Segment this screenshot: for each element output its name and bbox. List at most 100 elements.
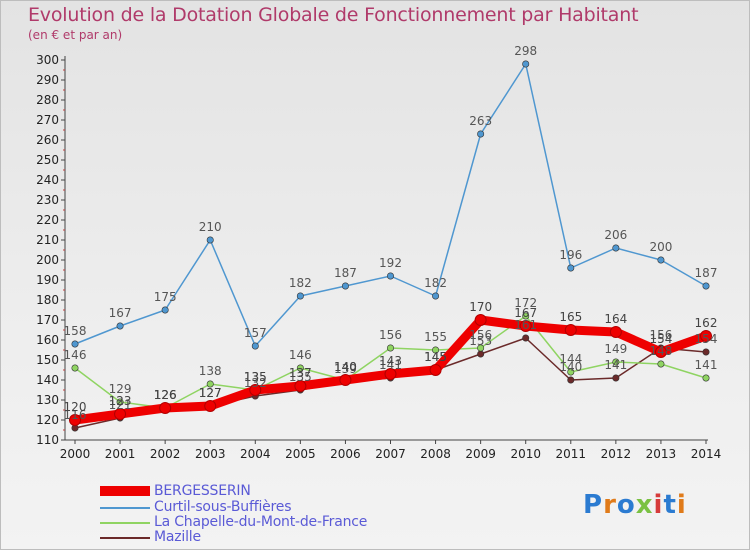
logo-letter: x (635, 490, 654, 520)
data-label: 126 (154, 388, 177, 402)
x-tick-label: 2011 (556, 447, 587, 461)
data-label: 127 (199, 386, 222, 400)
data-label: 140 (334, 360, 357, 374)
data-point (657, 360, 665, 368)
data-label: 126 (154, 388, 177, 402)
data-label: 144 (559, 352, 582, 366)
data-label: 153 (469, 334, 492, 348)
data-point (341, 282, 349, 290)
data-label: 123 (109, 394, 132, 408)
data-point (294, 380, 307, 392)
legend-swatch (100, 486, 150, 496)
data-label: 135 (244, 370, 267, 384)
y-tick-label: 140 (36, 373, 59, 387)
data-point (296, 364, 304, 372)
chart-subtitle: (en € et par an) (28, 28, 123, 42)
data-label: 143 (379, 354, 402, 368)
data-point (612, 244, 620, 252)
data-label: 154 (695, 332, 718, 346)
legend-label: La Chapelle-du-Mont-de-France (154, 514, 368, 530)
data-label: 298 (514, 44, 537, 58)
data-label: 139 (334, 362, 357, 376)
data-label: 145 (424, 350, 447, 364)
data-label: 126 (154, 388, 177, 402)
data-label: 196 (559, 248, 582, 262)
data-point (702, 282, 710, 290)
y-tick-label: 260 (36, 133, 59, 147)
data-point (522, 60, 530, 68)
data-point (339, 374, 352, 386)
y-tick-label: 300 (36, 53, 59, 67)
data-point (657, 256, 665, 264)
legend-label: Curtil-sous-Buffières (154, 499, 292, 515)
legend-swatch (100, 537, 150, 539)
data-point (386, 272, 394, 280)
data-point (114, 408, 127, 420)
legend-item-la-chapelle[interactable]: La Chapelle-du-Mont-de-France (100, 514, 420, 531)
data-label: 161 (514, 318, 537, 332)
data-point (116, 398, 124, 406)
legend-label: Mazille (154, 529, 201, 545)
x-tick-label: 2000 (60, 447, 91, 461)
data-label: 187 (334, 266, 357, 280)
legend-item-curtil[interactable]: Curtil-sous-Buffières (100, 499, 420, 516)
data-label: 146 (289, 348, 312, 362)
data-label: 172 (514, 296, 537, 310)
x-tick-label: 2012 (601, 447, 632, 461)
y-tick-label: 130 (36, 393, 59, 407)
data-label: 145 (424, 350, 447, 364)
data-label: 175 (154, 290, 177, 304)
data-label: 140 (559, 360, 582, 374)
data-point (522, 334, 530, 342)
data-label: 116 (64, 408, 87, 422)
data-label: 187 (695, 266, 718, 280)
data-point (519, 320, 532, 332)
data-label: 200 (649, 240, 672, 254)
logo-letter: i (676, 490, 687, 520)
y-tick-label: 160 (36, 333, 59, 347)
data-point (612, 358, 620, 366)
data-point (432, 292, 440, 300)
data-label: 138 (199, 364, 222, 378)
data-point (296, 292, 304, 300)
data-point (477, 350, 485, 358)
y-tick-label: 270 (36, 113, 59, 127)
data-point (609, 326, 622, 338)
y-tick-label: 280 (36, 93, 59, 107)
logo-letter: i (653, 490, 664, 520)
data-point (702, 374, 710, 382)
data-point (384, 368, 397, 380)
data-point (161, 306, 169, 314)
x-tick-label: 2001 (105, 447, 136, 461)
y-tick-label: 290 (36, 73, 59, 87)
y-tick-label: 150 (36, 353, 59, 367)
data-label: 206 (604, 228, 627, 242)
legend-swatch (100, 522, 150, 524)
data-label: 149 (604, 342, 627, 356)
legend-item-mazille[interactable]: Mazille (100, 529, 420, 546)
data-point (69, 414, 81, 426)
data-label: 158 (64, 324, 87, 338)
data-label: 129 (109, 382, 132, 396)
data-point (386, 344, 394, 352)
data-point (522, 312, 530, 320)
data-labels-layer: 158 167 175 210 157 182 187 192 182 263 298 196 206 2… (64, 44, 718, 422)
data-label: 162 (695, 316, 718, 330)
x-tick-label: 2008 (420, 447, 451, 461)
legend-item-bergesserin[interactable]: BERGESSERIN (100, 483, 420, 500)
logo-letter: o (616, 490, 636, 520)
y-tick-label: 210 (36, 233, 59, 247)
data-label: 148 (649, 344, 672, 358)
data-point (567, 264, 575, 272)
data-label: 167 (109, 306, 132, 320)
data-point (71, 364, 79, 372)
x-tick-label: 2010 (510, 447, 541, 461)
data-point (249, 384, 262, 396)
data-label: 120 (64, 400, 87, 414)
x-tick-label: 2014 (691, 447, 722, 461)
data-point (564, 324, 577, 336)
logo-letter: r (603, 490, 617, 520)
data-point (204, 400, 217, 412)
data-label: 121 (109, 398, 132, 412)
data-label: 155 (424, 330, 447, 344)
